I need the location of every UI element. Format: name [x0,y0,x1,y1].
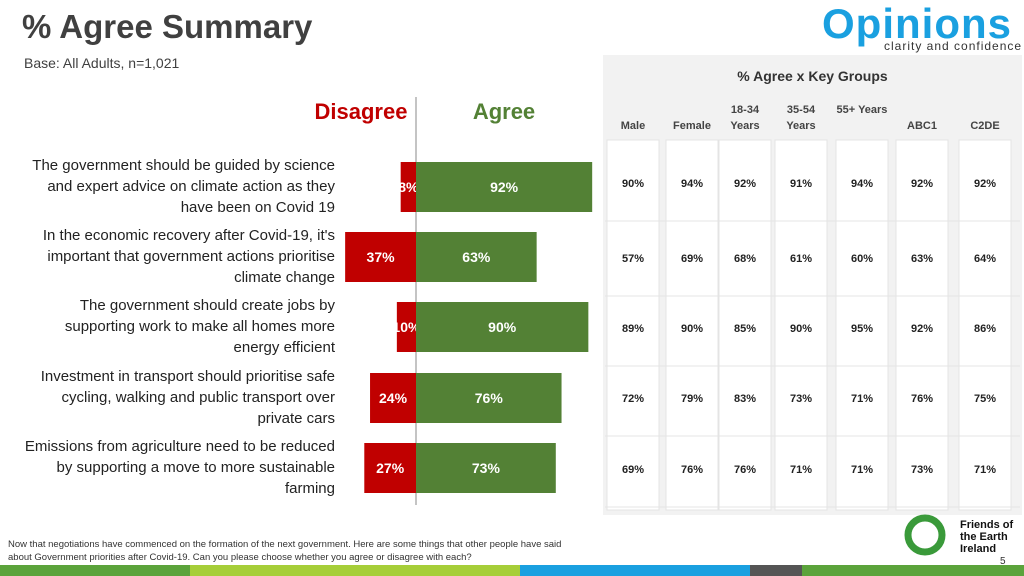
table-column [958,139,1012,511]
footnote: Now that negotiations have commenced on … [8,539,562,563]
bar [416,443,556,493]
bar [364,443,416,493]
table-cell: 73% [790,393,812,405]
bar [396,302,416,352]
table-cell: 79% [681,393,703,405]
slide-title: % Agree Summary [22,8,313,45]
table-column [895,139,949,511]
table-title: % Agree x Key Groups [737,68,888,84]
bar [416,232,537,282]
bar [345,232,416,282]
table-cell: 73% [911,464,933,476]
stripe [190,565,520,576]
table-column [774,139,828,511]
table-column [665,139,719,511]
table-cell: 64% [974,253,996,265]
organisation: Friends of the Earth Ireland [960,519,1014,555]
bar [400,162,416,212]
table-cell: 83% [734,393,756,405]
table-cell: 69% [681,253,703,265]
column-header: 55+ Years [836,104,888,116]
column-header: Female [673,120,711,132]
stripe [802,565,1024,576]
column-header: Male [620,120,646,132]
table-cell: 75% [974,393,996,405]
table-cell: 92% [974,178,996,190]
table-cell: 72% [622,393,644,405]
value-label: 8% [398,179,419,195]
table-cell: 76% [911,393,933,405]
table-cell: 63% [911,253,933,265]
table-cell: 89% [622,323,644,335]
category-label: Investment in transport should prioritis… [40,368,335,427]
value-label: 63% [462,249,491,265]
table-cell: 94% [681,178,703,190]
tagline: clarity and confidence [884,39,1023,53]
table-cell: 90% [681,323,703,335]
table-cell: 91% [790,178,812,190]
value-label: 27% [376,460,405,476]
subtitle: Base: All Adults, n=1,021 [24,55,180,71]
table-cell: 92% [911,178,933,190]
category-label: In the economic recovery after Covid-19,… [42,227,335,286]
table-cell: 90% [790,323,812,335]
value-label: 10% [392,319,421,335]
table-cell: 61% [790,253,812,265]
table-column [606,139,660,511]
category-label: Emissions from agriculture need to be re… [24,438,335,497]
table-cell: 68% [734,253,756,265]
stripe [750,565,802,576]
value-label: 24% [379,390,408,406]
stripe [520,565,750,576]
legend-label: Disagree [315,99,408,124]
value-label: 76% [475,390,504,406]
logo: Opinions [822,0,1012,47]
table-cell: 85% [734,323,756,335]
table-cell: 71% [974,464,996,476]
table-cell: 94% [851,178,873,190]
table-cell: 92% [734,178,756,190]
table-cell: 69% [622,464,644,476]
value-label: 37% [367,249,396,265]
category-label: The government should create jobs by sup… [64,297,335,356]
column-header: ABC1 [907,120,937,132]
column-header: 35-54 Years [786,104,816,132]
category-label: The government should be guided by scien… [32,157,335,216]
table-cell: 76% [734,464,756,476]
page-number: 5 [1000,556,1006,567]
value-label: 90% [488,319,517,335]
bar [416,373,562,423]
table-cell: 86% [974,323,996,335]
table-cell: 76% [681,464,703,476]
bar [416,302,589,352]
table-column [718,139,772,511]
table-column [835,139,889,511]
table-cell: 92% [911,323,933,335]
table-cell: 60% [851,253,873,265]
value-label: 73% [472,460,501,476]
legend-label: Agree [473,99,535,124]
value-label: 92% [490,179,519,195]
table-cell: 71% [790,464,812,476]
table-cell: 57% [622,253,644,265]
foe-logo [904,514,946,556]
column-header: C2DE [970,120,1000,132]
bar [416,162,593,212]
stripe [0,565,190,576]
column-header: 18-34 Years [730,104,760,132]
table-cell: 90% [622,178,644,190]
bar [370,373,416,423]
table-cell: 95% [851,323,873,335]
table-cell: 71% [851,464,873,476]
table-cell: 71% [851,393,873,405]
